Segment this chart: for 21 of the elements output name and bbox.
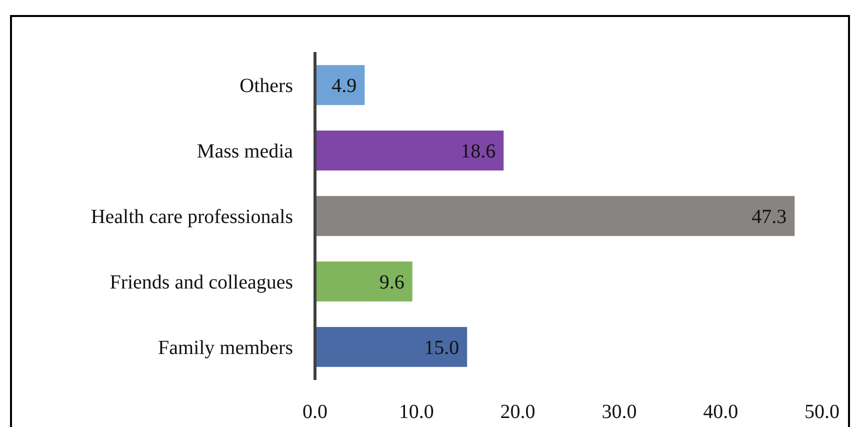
y-tick-label: Mass media bbox=[196, 140, 294, 163]
bar bbox=[315, 65, 365, 106]
data-label: 18.6 bbox=[460, 140, 496, 163]
x-tick-label: 20.0 bbox=[500, 401, 536, 423]
bar bbox=[315, 262, 412, 302]
y-tick-label: Family members bbox=[158, 336, 294, 359]
x-tick-label: 0.0 bbox=[302, 401, 328, 423]
bar bbox=[315, 326, 468, 367]
x-tick-label: 40.0 bbox=[703, 401, 738, 423]
x-tick-label: 50.0 bbox=[804, 401, 840, 423]
data-label: 9.6 bbox=[379, 271, 404, 294]
y-tick-label: Others bbox=[240, 75, 294, 98]
y-tick-label: Health care professionals bbox=[90, 206, 294, 228]
y-tick-label: Friends and colleagues bbox=[110, 271, 294, 294]
data-label: 47.3 bbox=[752, 206, 787, 228]
x-tick-label: 30.0 bbox=[602, 401, 637, 423]
x-tick-label: 10.0 bbox=[398, 401, 434, 423]
data-label: 15.0 bbox=[424, 336, 460, 359]
data-label: 4.9 bbox=[332, 75, 357, 98]
bar bbox=[315, 196, 795, 236]
bar bbox=[315, 130, 504, 170]
